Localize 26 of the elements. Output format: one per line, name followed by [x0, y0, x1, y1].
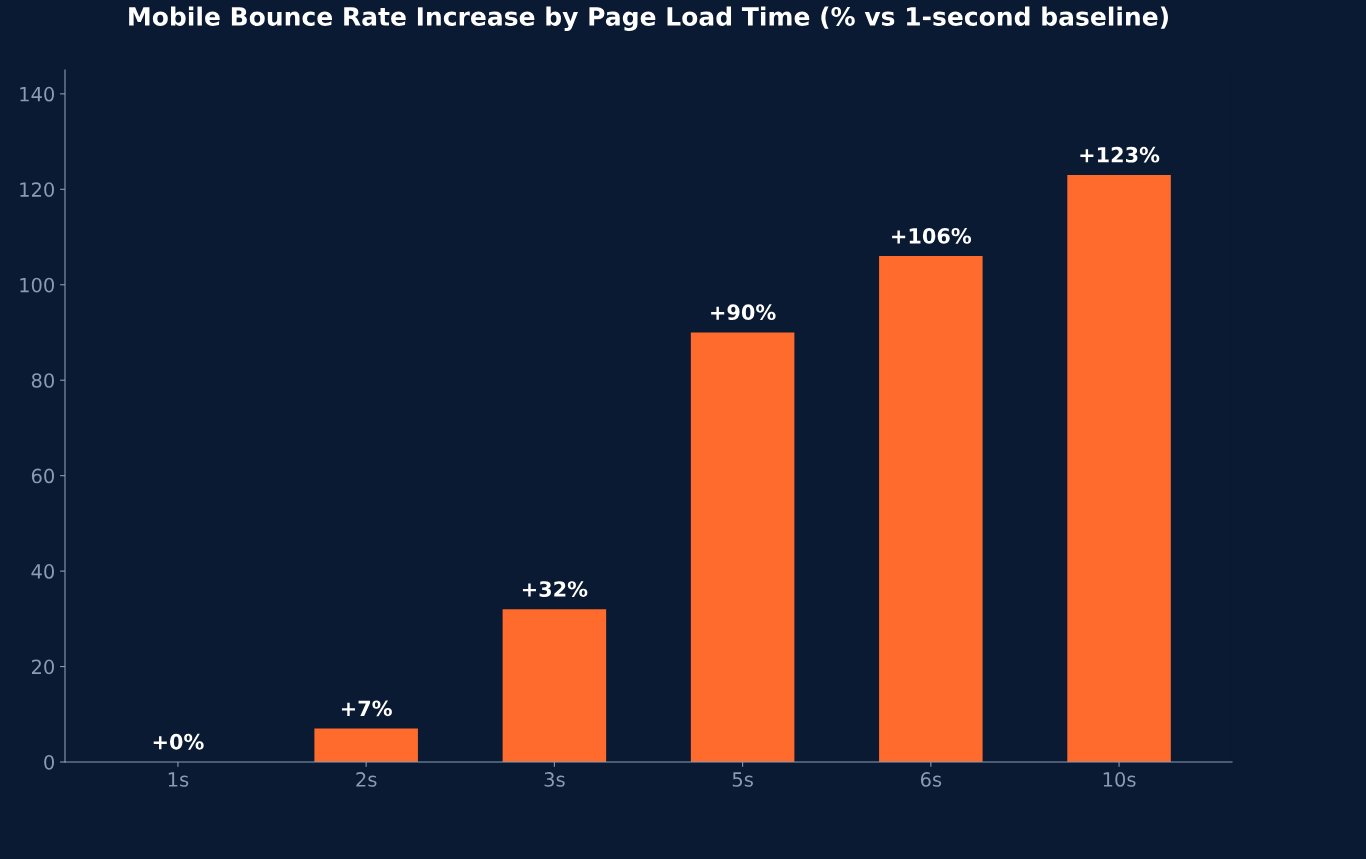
- y-tick-label: 0: [44, 754, 54, 770]
- data-label: +123%: [1080, 146, 1160, 163]
- x-tick-label: 2s: [356, 772, 377, 787]
- y-tick-label: 20: [31, 659, 54, 675]
- bar: [1067, 174, 1171, 762]
- bar: [879, 256, 983, 762]
- y-tick-label: 120: [20, 182, 54, 197]
- chart-title: Mobile Bounce Rate Increase by Page Load Time (% vs 1-second baseline): [129, 6, 1168, 31]
- y-tick-label: 140: [20, 86, 54, 102]
- x-tick-label: 3s: [544, 772, 565, 787]
- x-tick-label: 6s: [920, 772, 942, 787]
- bar: [690, 332, 795, 762]
- bar: [502, 609, 607, 762]
- data-label: +106%: [892, 228, 972, 244]
- y-tick-label: 80: [31, 373, 54, 388]
- x-tick-label: 5s: [732, 772, 753, 787]
- x-tick-label: 10s: [1103, 772, 1136, 787]
- y-tick-label: 60: [31, 468, 54, 484]
- data-label: +32%: [522, 581, 588, 597]
- y-tick-label: 100: [20, 277, 54, 293]
- data-label: +7%: [341, 700, 392, 717]
- bar: [314, 728, 418, 762]
- data-label: +90%: [711, 304, 776, 321]
- x-tick-label: 1s: [168, 772, 189, 787]
- data-label: +0%: [153, 733, 204, 750]
- y-tick-label: 40: [31, 564, 54, 579]
